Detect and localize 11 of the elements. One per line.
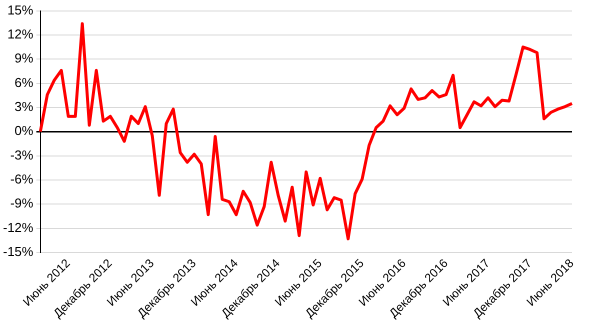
y-tick-label: -6%: [10, 172, 34, 187]
y-tick-label: 15%: [7, 2, 34, 18]
y-tick-label: -3%: [10, 147, 34, 162]
y-tick-label: 0%: [14, 123, 34, 138]
y-tick-label: 12%: [7, 26, 34, 42]
y-tick-label: 9%: [14, 50, 34, 66]
y-tick-label: 6%: [14, 74, 34, 90]
y-tick-label: -9%: [10, 196, 34, 211]
y-tick-label: 3%: [14, 99, 34, 114]
y-tick-label: -15%: [2, 244, 34, 260]
y-tick-label: -12%: [2, 220, 34, 235]
